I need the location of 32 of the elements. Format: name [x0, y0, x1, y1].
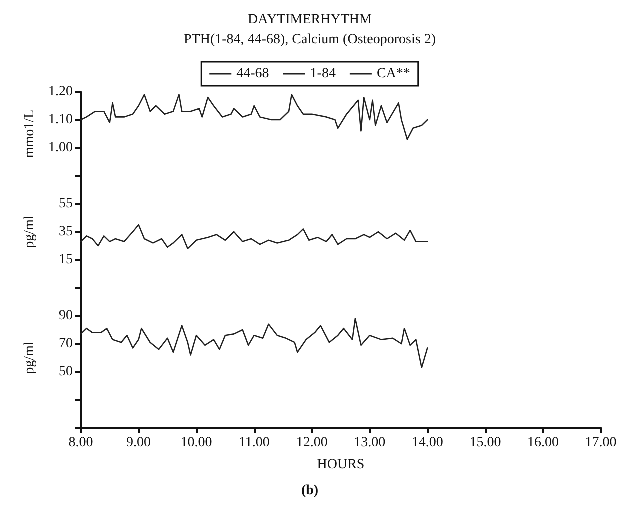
y-tick-label: 35	[59, 224, 73, 240]
x-tick-label: 10.00	[180, 436, 212, 450]
chart-title: DAYTIMERHYTHM	[248, 12, 373, 28]
text: 44-68	[236, 66, 270, 82]
line-series	[80, 224, 428, 250]
chart-subtitle: PTH(1-84, 44-68), Calcium (Osteoporosis 2)	[184, 32, 436, 48]
text: 1-84	[310, 66, 336, 82]
x-tick-label: 12.00	[296, 436, 328, 450]
x-tick-label: 11.00	[238, 436, 270, 450]
x-tick-label: 15.00	[470, 436, 502, 450]
x-tick-label: 14.00	[412, 436, 444, 450]
y-tick-label: 90	[59, 308, 73, 324]
y-tick-label: 1.10	[48, 112, 73, 128]
y-tick-label: 55	[59, 196, 73, 212]
line-series	[80, 318, 428, 368]
x-tick-label: 17.00	[585, 436, 617, 450]
y-tick-label: 1.00	[48, 140, 73, 156]
x-axis-title: HOURS	[317, 458, 365, 472]
y-axis-title: pg/ml	[22, 342, 38, 374]
x-tick-label: 8.00	[68, 436, 94, 450]
x-tick-label: 16.00	[527, 436, 559, 450]
line-series	[80, 94, 428, 140]
y-axis-title: mmo1/L	[22, 110, 38, 158]
y-tick-label: 70	[59, 336, 73, 352]
text: (b)	[301, 484, 319, 498]
y-axis-title: pg/ml	[22, 216, 38, 248]
x-tick-label: 13.00	[354, 436, 386, 450]
legend-label: CA**	[376, 66, 410, 82]
y-tick-label: 1.20	[48, 84, 73, 100]
x-tick-label: 9.00	[126, 436, 152, 450]
y-tick-label: 15	[59, 252, 73, 268]
y-tick-label: 50	[59, 364, 73, 380]
